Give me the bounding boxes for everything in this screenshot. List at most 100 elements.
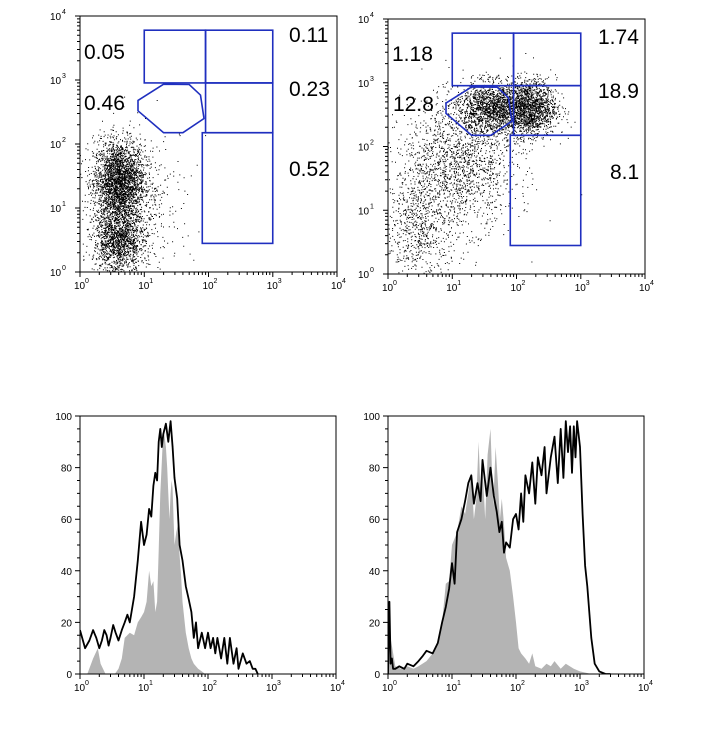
x-tick-exponent: 3: [277, 680, 281, 687]
gate-percent-label: 0.52: [289, 158, 330, 181]
plot-area: [388, 420, 611, 674]
x-tick-label: 10: [138, 281, 150, 292]
y-tick-label: 0: [374, 670, 380, 681]
gate-rect-2: [512, 32, 582, 87]
y-tick-label: 40: [369, 567, 381, 578]
x-tick-label: 10: [203, 281, 215, 292]
y-tick-exponent: 1: [370, 203, 374, 210]
x-axis-ticks: [79, 674, 337, 679]
y-tick-exponent: 0: [62, 265, 66, 272]
histogram-fill-series: [388, 428, 592, 674]
x-tick-exponent: 3: [278, 278, 282, 285]
y-tick-exponent: 0: [370, 267, 374, 274]
y-tick-label: 10: [358, 270, 370, 281]
y-tick-label: 60: [61, 515, 73, 526]
y-tick-label: 10: [358, 79, 370, 90]
x-tick-exponent: 4: [341, 680, 345, 687]
x-tick-label: 10: [638, 683, 650, 694]
scatter-cluster-1: [80, 106, 163, 268]
gate-rect-4: [201, 131, 274, 245]
gate-rect-1: [451, 32, 515, 87]
gate-percent-label: 1.74: [598, 26, 639, 49]
y-tick-label: 60: [369, 515, 381, 526]
x-tick-label: 10: [575, 283, 587, 294]
y-tick-label: 80: [369, 464, 381, 475]
plot-area: [80, 96, 207, 272]
x-tick-label: 10: [266, 683, 278, 694]
y-tick-exponent: 3: [370, 76, 374, 83]
y-tick-exponent: 4: [370, 12, 374, 19]
y-tick-label: 10: [50, 76, 62, 87]
x-tick-exponent: 0: [85, 278, 89, 285]
scatter-cluster-4: [388, 134, 489, 274]
y-tick-exponent: 2: [370, 140, 374, 147]
x-tick-exponent: 1: [457, 280, 461, 287]
y-tick-label: 10: [50, 204, 62, 215]
gate-percent-label: 1.18: [392, 43, 433, 66]
gate-rect-4: [509, 134, 582, 247]
x-tick-exponent: 1: [457, 680, 461, 687]
y-tick-label: 20: [61, 618, 73, 629]
x-tick-label: 10: [74, 683, 86, 694]
x-tick-label: 10: [382, 683, 394, 694]
x-tick-label: 10: [74, 281, 86, 292]
gate-percent-label: 0.05: [84, 41, 125, 64]
histogram-fill-series: [80, 428, 272, 674]
y-tick-label: 10: [358, 143, 370, 154]
x-tick-exponent: 2: [213, 680, 217, 687]
y-axis-ticks: [75, 415, 80, 675]
x-tick-exponent: 1: [149, 278, 153, 285]
gate-polygon: [445, 86, 513, 137]
x-tick-exponent: 4: [649, 680, 653, 687]
x-tick-label: 10: [138, 683, 150, 694]
scatter-cluster-3: [88, 96, 207, 268]
x-axis-ticks: [79, 272, 338, 277]
y-tick-exponent: 1: [62, 201, 66, 208]
gate-percent-label: 8.1: [610, 161, 639, 184]
x-tick-exponent: 2: [522, 280, 526, 287]
y-tick-label: 10: [50, 140, 62, 151]
scatter-cluster-2: [82, 188, 175, 272]
gate-rect-3: [204, 82, 274, 134]
scatter-cluster-3: [388, 59, 583, 266]
y-tick-label: 40: [61, 567, 73, 578]
x-tick-label: 10: [574, 683, 586, 694]
x-tick-label: 10: [267, 281, 279, 292]
x-tick-exponent: 0: [393, 280, 397, 287]
y-axis-ticks: [383, 18, 388, 275]
x-axis-ticks: [387, 674, 645, 679]
gate-percent-label: 0.46: [84, 92, 125, 115]
y-tick-label: 80: [61, 464, 73, 475]
histogram-line-series: [388, 420, 611, 674]
x-tick-label: 10: [382, 283, 394, 294]
gate-rect-1: [143, 29, 207, 84]
gate-rect-2: [204, 29, 274, 84]
plot-area: [80, 420, 272, 674]
x-tick-label: 10: [511, 283, 523, 294]
x-tick-exponent: 2: [521, 680, 525, 687]
gate-percent-label: 0.23: [289, 78, 330, 101]
x-tick-exponent: 3: [586, 280, 590, 287]
x-tick-label: 10: [331, 281, 343, 292]
x-tick-exponent: 2: [214, 278, 218, 285]
y-tick-label: 100: [55, 412, 72, 423]
gate-percent-label: 12.8: [393, 93, 434, 116]
y-tick-exponent: 2: [62, 137, 66, 144]
x-tick-exponent: 1: [149, 680, 153, 687]
x-tick-exponent: 4: [650, 280, 654, 287]
x-axis-ticks: [387, 274, 646, 279]
y-tick-label: 0: [66, 670, 72, 681]
x-tick-label: 10: [639, 283, 651, 294]
y-tick-label: 20: [369, 618, 381, 629]
x-tick-exponent: 4: [342, 278, 346, 285]
gate-percent-label: 18.9: [598, 80, 639, 103]
y-axis-ticks: [75, 15, 80, 273]
x-tick-exponent: 0: [393, 680, 397, 687]
y-tick-label: 10: [50, 268, 62, 279]
y-tick-label: 10: [358, 206, 370, 217]
x-tick-label: 10: [510, 683, 522, 694]
